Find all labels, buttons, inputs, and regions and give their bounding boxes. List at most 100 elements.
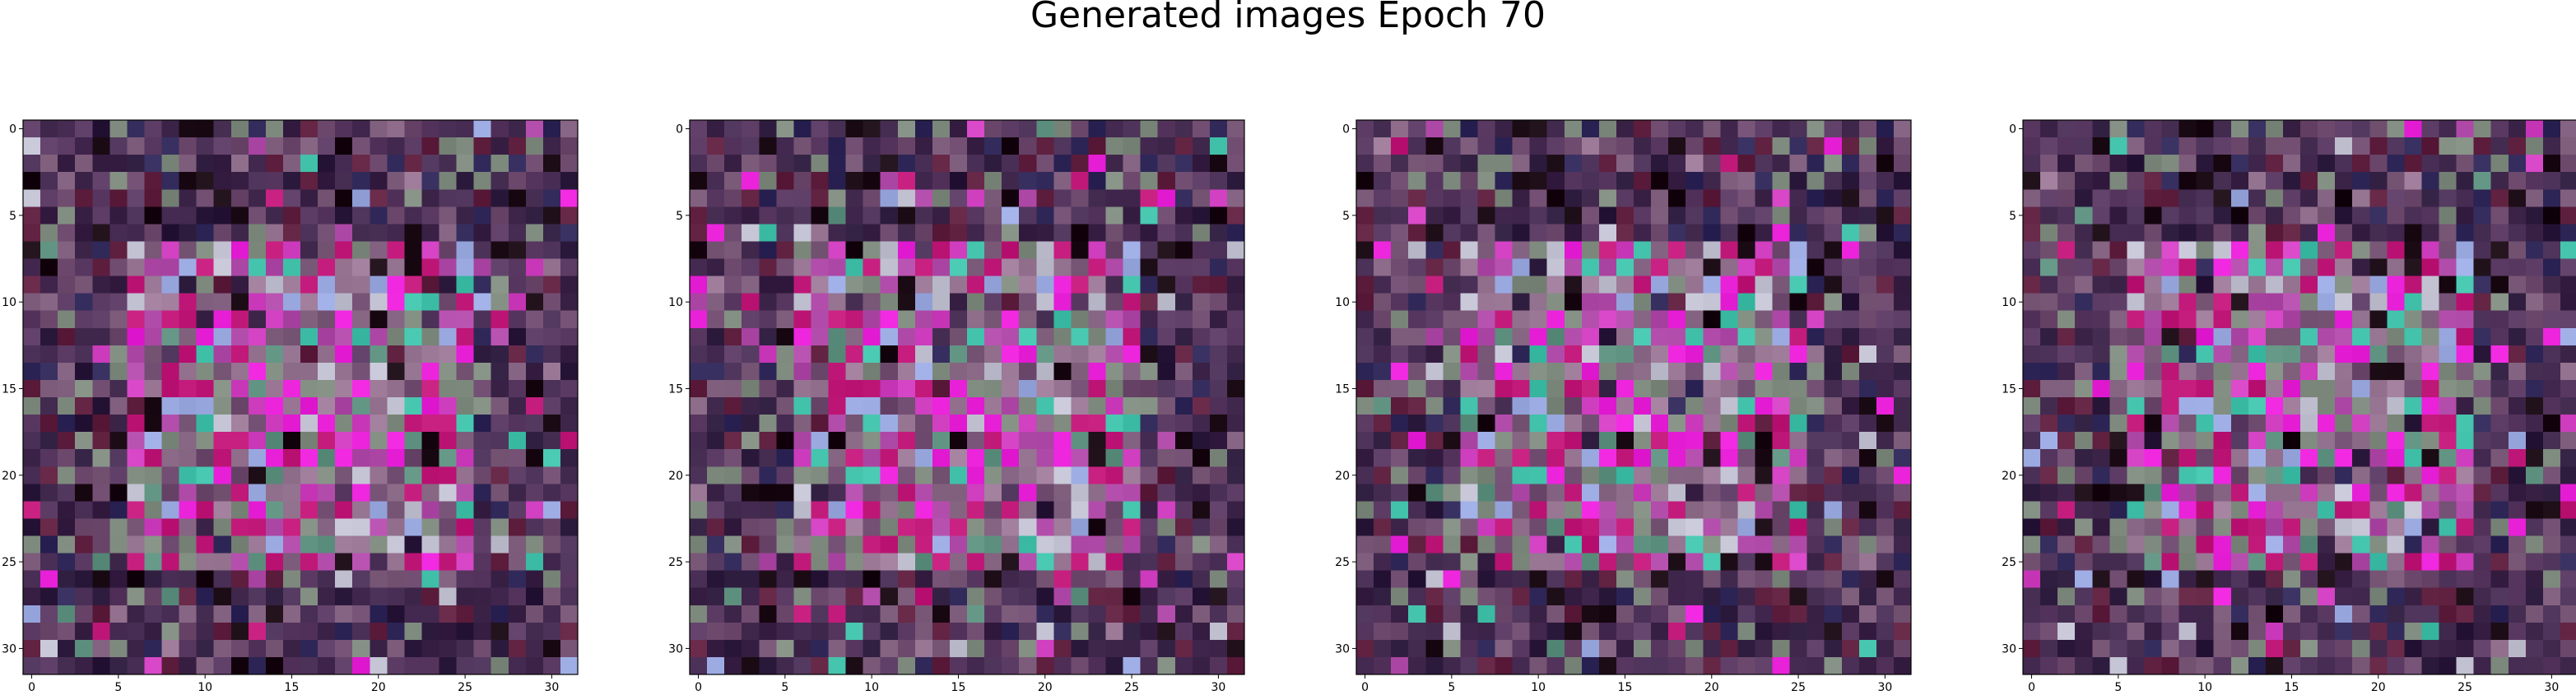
pixel-cell bbox=[793, 415, 812, 433]
pixel-cell bbox=[2282, 172, 2301, 190]
pixel-cell bbox=[2456, 518, 2475, 537]
pixel-cell bbox=[230, 310, 249, 329]
pixel-cell bbox=[811, 518, 830, 537]
pixel-cell bbox=[560, 622, 579, 641]
pixel-cell bbox=[439, 432, 458, 450]
pixel-cell bbox=[1460, 293, 1479, 312]
pixel-cell bbox=[2490, 276, 2509, 294]
pixel-cell bbox=[2300, 518, 2318, 537]
pixel-cell bbox=[1841, 570, 1860, 589]
pixel-cell bbox=[1720, 241, 1738, 260]
pixel-cell bbox=[1564, 224, 1583, 243]
pixel-cell bbox=[1598, 189, 1617, 207]
pixel-cell bbox=[1425, 553, 1444, 572]
pixel-cell bbox=[1391, 258, 1409, 277]
pixel-cell bbox=[742, 605, 760, 623]
pixel-cell bbox=[179, 397, 198, 415]
pixel-cell bbox=[2490, 258, 2509, 277]
pixel-cell bbox=[439, 397, 458, 415]
pixel-cell bbox=[2560, 310, 2576, 329]
pixel-cell bbox=[213, 224, 232, 243]
pixel-cell bbox=[1036, 397, 1054, 415]
pixel-cell bbox=[127, 570, 146, 589]
pixel-cell bbox=[2144, 155, 2163, 173]
pixel-cell bbox=[1425, 535, 1444, 554]
pixel-cell bbox=[2404, 466, 2423, 484]
pixel-cell bbox=[2230, 224, 2249, 243]
pixel-cell bbox=[525, 587, 544, 606]
pixel-cell bbox=[2421, 432, 2440, 450]
pixel-cell bbox=[1824, 553, 1843, 572]
pixel-cell bbox=[2490, 327, 2509, 346]
pixel-cell bbox=[2213, 155, 2232, 173]
pixel-cell bbox=[1088, 622, 1107, 641]
pixel-cell bbox=[75, 362, 93, 381]
pixel-cell bbox=[1789, 656, 1808, 675]
pixel-cell bbox=[1140, 553, 1159, 572]
pixel-cell bbox=[2560, 172, 2576, 190]
pixel-cell bbox=[897, 241, 916, 260]
pixel-cell bbox=[2058, 120, 2076, 138]
pixel-cell bbox=[845, 587, 864, 606]
pixel-cell bbox=[421, 224, 440, 243]
pixel-cell bbox=[2092, 587, 2110, 606]
pixel-cell bbox=[1088, 155, 1107, 173]
pixel-cell bbox=[508, 362, 527, 381]
pixel-cell bbox=[58, 466, 76, 484]
pixel-cell bbox=[1477, 258, 1496, 277]
pixel-cell bbox=[1824, 155, 1843, 173]
pixel-cell bbox=[1634, 137, 1652, 155]
pixel-cell bbox=[404, 466, 423, 484]
pixel-cell bbox=[1123, 639, 1142, 658]
pixel-cell bbox=[1019, 258, 1037, 277]
pixel-cell bbox=[1703, 639, 1721, 658]
pixel-cell bbox=[2335, 310, 2353, 329]
pixel-cell bbox=[2369, 570, 2388, 589]
pixel-cell bbox=[1546, 639, 1565, 658]
pixel-cell bbox=[949, 258, 968, 277]
pixel-cell bbox=[2300, 120, 2318, 138]
pixel-cell bbox=[2369, 449, 2388, 467]
pixel-cell bbox=[2335, 639, 2353, 658]
pixel-cell bbox=[456, 587, 475, 606]
pixel-cell bbox=[2560, 639, 2576, 658]
pixel-cell bbox=[1036, 155, 1054, 173]
pixel-cell bbox=[318, 466, 336, 484]
pixel-cell bbox=[1140, 535, 1159, 554]
pixel-cell bbox=[1036, 206, 1054, 225]
pixel-cell bbox=[2058, 241, 2076, 260]
pixel-cell bbox=[352, 224, 370, 243]
pixel-cell bbox=[1071, 587, 1090, 606]
pixel-cell bbox=[1088, 432, 1107, 450]
pixel-cell bbox=[1088, 466, 1107, 484]
pixel-cell bbox=[1824, 258, 1843, 277]
pixel-cell bbox=[2127, 258, 2146, 277]
pixel-cell bbox=[127, 276, 146, 294]
pixel-cell bbox=[2369, 206, 2388, 225]
pixel-cell bbox=[1157, 224, 1176, 243]
pixel-cell bbox=[2161, 432, 2180, 450]
pixel-cell bbox=[1174, 276, 1193, 294]
pixel-cell bbox=[58, 362, 76, 381]
pixel-cell bbox=[1651, 206, 1669, 225]
pixel-cell bbox=[2369, 362, 2388, 381]
pixel-cell bbox=[265, 172, 284, 190]
pixel-cell bbox=[1616, 379, 1634, 398]
pixel-cell bbox=[1408, 293, 1426, 312]
pixel-cell bbox=[248, 432, 267, 450]
pixel-cell bbox=[2248, 241, 2267, 260]
pixel-cell bbox=[1546, 379, 1565, 398]
pixel-cell bbox=[404, 587, 423, 606]
pixel-cell bbox=[2421, 605, 2440, 623]
pixel-cell bbox=[828, 379, 847, 398]
pixel-cell bbox=[1616, 622, 1634, 641]
pixel-cell bbox=[1002, 466, 1020, 484]
pixel-cell bbox=[2109, 155, 2127, 173]
pixel-cell bbox=[845, 241, 864, 260]
pixel-cell bbox=[690, 155, 708, 173]
pixel-cell bbox=[1720, 432, 1738, 450]
pixel-cell bbox=[2525, 622, 2544, 641]
pixel-cell bbox=[863, 258, 881, 277]
pixel-cell bbox=[2421, 224, 2440, 243]
pixel-cell bbox=[213, 258, 232, 277]
